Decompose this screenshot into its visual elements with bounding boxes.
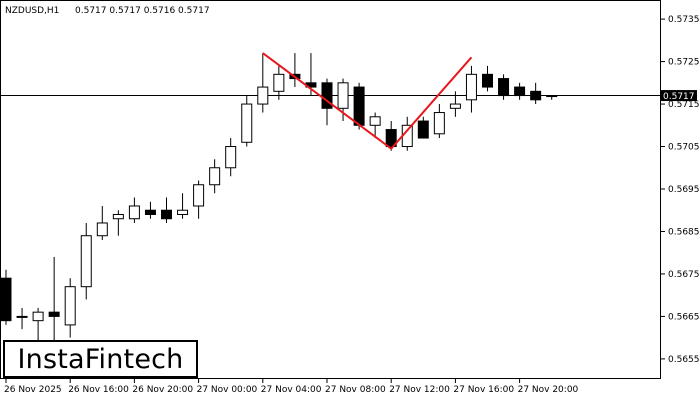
candle-body-bull (177, 209, 189, 215)
x-tick-label: 27 Nov 12:00 (389, 385, 450, 395)
candle (449, 91, 461, 117)
candle-body-bull (209, 167, 221, 186)
candle (225, 138, 237, 177)
x-axis: 26 Nov 2025 26 Nov 16:00 26 Nov 20:00 27 No… (4, 378, 579, 395)
y-axis: 0.5735 0.5725 0.5715 0.5705 0.5695 0.5685 0.56… (660, 15, 700, 365)
candle (64, 278, 76, 338)
y-tick-label: 0.5695 (668, 185, 700, 195)
candle-body-bear (144, 209, 156, 215)
candle (161, 197, 172, 223)
y-tick-label: 0.5705 (668, 143, 700, 153)
candle (385, 121, 397, 151)
candle (144, 201, 156, 219)
candle (80, 222, 92, 300)
candle-body-bull (96, 222, 108, 237)
x-tick-label: 26 Nov 20:00 (132, 385, 193, 395)
logo-text: InstaFintech (17, 343, 184, 375)
candle-body-bull (273, 73, 285, 92)
candle (48, 256, 60, 342)
x-tick-label: 27 Nov 20:00 (518, 385, 579, 395)
candle (369, 112, 381, 139)
x-tick-label: 27 Nov 08:00 (325, 385, 386, 395)
candle-body-bull (369, 116, 381, 126)
x-tick-label: 27 Nov 16:00 (453, 385, 514, 395)
candle (546, 95, 558, 100)
x-tick-label: 26 Nov 16:00 (68, 385, 129, 395)
candle-body-bear (48, 311, 60, 317)
y-tick-label: 0.5675 (668, 270, 700, 280)
candle-body-bull (433, 112, 445, 135)
double-top-pattern-line (262, 52, 473, 151)
candle-body-bear (353, 86, 365, 126)
candle (514, 82, 526, 100)
candle (498, 74, 510, 100)
candle (193, 180, 205, 219)
candle-body-bull (241, 103, 253, 143)
y-tick-label: 0.5685 (668, 227, 700, 237)
candle-body-bull (80, 235, 92, 288)
candle-body-bull (465, 73, 477, 101)
candle (273, 65, 285, 100)
candle-body-bull (546, 95, 558, 98)
candle (96, 205, 108, 240)
candle-body-bull (128, 205, 140, 220)
x-tick-label: 27 Nov 00:00 (197, 385, 258, 395)
candle-body-bull (401, 124, 413, 148)
candle-body-bear (482, 73, 493, 88)
candle (417, 116, 429, 139)
candle (482, 65, 493, 92)
candle (112, 210, 124, 236)
candle-body-bear (530, 90, 542, 101)
candle (530, 82, 542, 105)
candle-body-bull (257, 86, 269, 105)
y-tick-label: 0.5725 (668, 58, 700, 68)
current-price-label: 0.5717 (663, 92, 695, 102)
y-tick-label: 0.5735 (668, 15, 700, 25)
candles (0, 53, 558, 342)
chart-symbol: NZDUSD,H1 (5, 6, 59, 16)
candle-body-bear (498, 78, 510, 97)
candle-body-bull (449, 103, 461, 109)
candle-body-bear (385, 129, 397, 148)
current-price-tag: 0.5717 (661, 90, 697, 102)
y-tick-label: 0.5665 (668, 312, 700, 322)
x-tick-label: 26 Nov 2025 (4, 385, 62, 395)
candle-body-bear (417, 120, 429, 139)
y-tick-label: 0.5655 (668, 355, 700, 365)
candle (241, 95, 253, 147)
candle (32, 307, 44, 342)
candle-body-bear (514, 86, 526, 97)
candle-body-bear (0, 277, 12, 322)
candle-body-bull (32, 311, 44, 322)
candle (257, 53, 269, 113)
candle (16, 307, 28, 330)
candle-body-bull (337, 82, 349, 109)
candle-body-bear (161, 209, 172, 220)
chart-ohlc: 0.5717 0.5717 0.5716 0.5717 (75, 6, 210, 16)
candle (209, 159, 221, 194)
candle-body-bull (16, 315, 28, 318)
plot-border (0, 0, 661, 379)
candle (0, 269, 12, 325)
candle-body-bull (193, 184, 205, 207)
candle-body-bear (321, 82, 333, 109)
candle (177, 193, 189, 219)
candle-body-bull (64, 286, 76, 326)
candle-body-bull (225, 146, 237, 169)
y-tick-label: 0.5715 (668, 100, 700, 110)
candle-body-bull (112, 213, 124, 220)
x-tick-label: 27 Nov 04:00 (261, 385, 322, 395)
instafintech-logo: InstaFintech (3, 340, 198, 378)
candle (465, 65, 477, 113)
candle (433, 104, 445, 139)
candle (128, 197, 140, 223)
